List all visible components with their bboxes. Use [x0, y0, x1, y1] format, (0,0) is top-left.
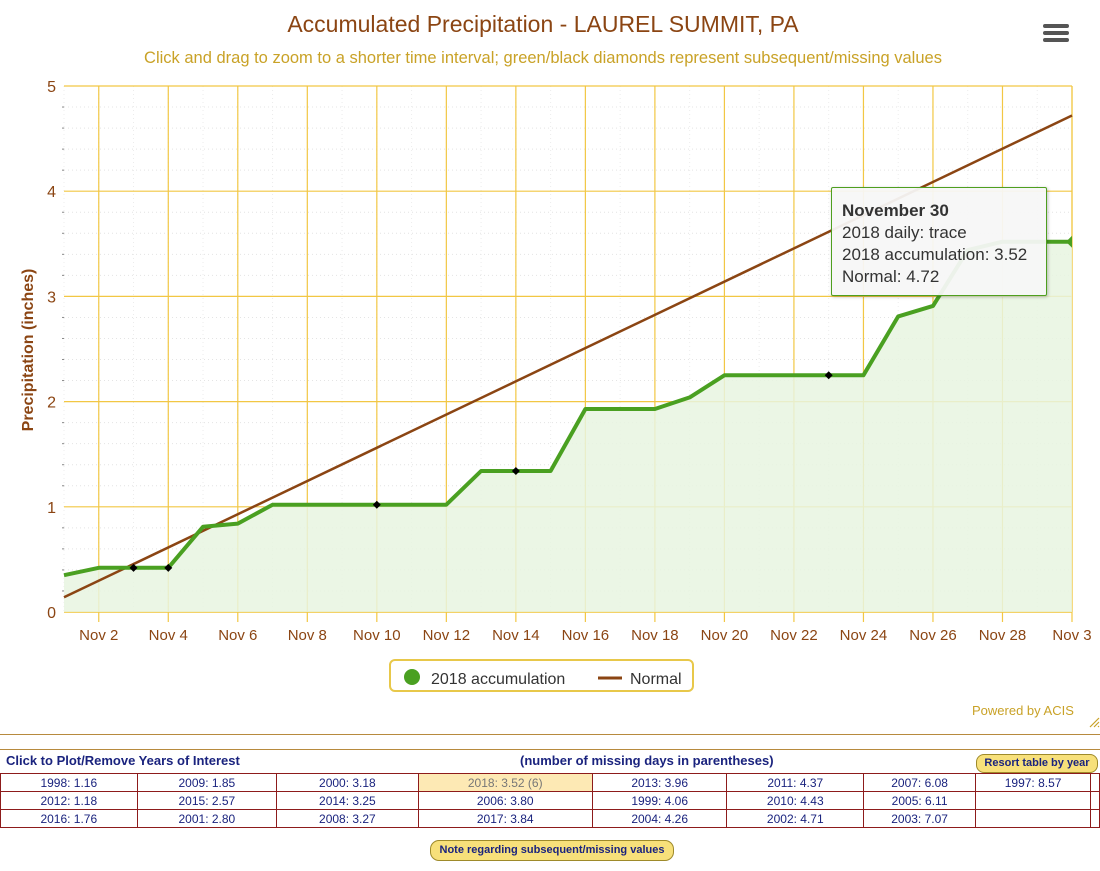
tooltip-accumulation: 2018 accumulation: 3.52 [842, 245, 1028, 264]
x-tick-label: Nov 4 [149, 627, 188, 644]
x-axis-ticks: Nov 2 Nov 4 Nov 6 Nov 8 Nov 10 Nov 12 Nov 14 No… [79, 627, 1091, 644]
chart-legend[interactable]: 2018 accumulation Normal [389, 659, 694, 692]
y-tick-label: 5 [47, 79, 56, 96]
divider [0, 749, 1100, 750]
missing-days-note: (number of missing days in parentheses) [520, 753, 774, 768]
y-axis-ticks: 0 1 2 3 4 5 [47, 79, 56, 622]
tooltip-normal: Normal: 4.72 [842, 267, 940, 286]
year-cell[interactable]: 2007: 6.08 [863, 773, 977, 792]
resize-handle-icon[interactable] [1088, 716, 1100, 728]
years-table-header: Click to Plot/Remove Years of Interest (… [0, 752, 1100, 772]
missing-value-marker [129, 563, 138, 572]
table-edge-cell [1090, 791, 1100, 810]
missing-value-marker [164, 563, 173, 572]
years-table: 1998: 1.16 2009: 1.85 2000: 3.18 2018: 3.52… [0, 773, 1100, 828]
chart-tooltip: November 30 2018 daily: trace 2018 accum… [831, 187, 1047, 296]
year-cell[interactable]: 1998: 1.16 [0, 773, 138, 792]
x-tick-label: Nov 14 [492, 627, 540, 644]
year-cell[interactable]: 2018: 3.52 (6) [417, 773, 593, 792]
table-row: 2012: 1.18 2015: 2.57 2014: 3.25 2006: 3.80… [0, 791, 1100, 810]
year-cell[interactable]: 2016: 1.76 [0, 809, 138, 828]
y-tick-label: 1 [47, 500, 56, 517]
x-tick-label: Nov 24 [840, 627, 888, 644]
x-tick-label: Nov 12 [423, 627, 471, 644]
resort-table-button[interactable]: Resort table by year [976, 754, 1098, 773]
y-tick-label: 0 [47, 605, 56, 622]
x-tick-label: Nov 22 [770, 627, 818, 644]
x-tick-label: Nov 16 [562, 627, 610, 644]
table-row: 2016: 1.76 2001: 2.80 2008: 3.27 2017: 3.84… [0, 809, 1100, 828]
tooltip-title: November 30 [842, 201, 949, 220]
missing-value-marker [372, 500, 381, 509]
year-cell[interactable]: 2004: 4.26 [591, 809, 728, 828]
divider [0, 734, 1100, 735]
year-cell[interactable]: 2014: 3.25 [276, 791, 419, 810]
x-tick-label: Nov 26 [909, 627, 957, 644]
year-cell[interactable]: 1999: 4.06 [591, 791, 728, 810]
missing-value-marker [511, 467, 520, 476]
chart-title: Accumulated Precipitation - LAUREL SUMMI… [287, 11, 799, 37]
year-cell[interactable]: 2006: 3.80 [417, 791, 593, 810]
x-tick-label: Nov 6 [218, 627, 257, 644]
tooltip-daily: 2018 daily: trace [842, 223, 967, 242]
year-cell[interactable]: 2017: 3.84 [417, 809, 593, 828]
year-cell[interactable]: 2012: 1.18 [0, 791, 138, 810]
y-tick-label: 2 [47, 395, 56, 412]
year-cell [975, 791, 1092, 810]
x-tick-label: Nov 10 [353, 627, 401, 644]
legend-box [389, 659, 694, 692]
x-tick-label: Nov 2 [79, 627, 118, 644]
accumulation-area [64, 241, 1072, 612]
table-edge-cell [1090, 773, 1100, 792]
x-tick-label: Nov 8 [288, 627, 327, 644]
year-cell[interactable]: 2000: 3.18 [276, 773, 419, 792]
year-cell[interactable]: 2010: 4.43 [726, 791, 865, 810]
legend-normal-label[interactable]: Normal [630, 671, 682, 688]
hamburger-menu-icon[interactable] [1038, 16, 1074, 48]
missing-value-marker [824, 371, 833, 380]
table-row: 1998: 1.16 2009: 1.85 2000: 3.18 2018: 3.52… [0, 773, 1100, 792]
x-tick-label: Nov 18 [631, 627, 679, 644]
year-cell[interactable]: 2013: 3.96 [591, 773, 728, 792]
year-cell[interactable]: 2005: 6.11 [863, 791, 977, 810]
year-cell[interactable]: 2015: 2.57 [136, 791, 278, 810]
missing-value-markers [129, 235, 1072, 572]
legend-accumulation-symbol[interactable] [404, 669, 420, 685]
powered-by-acis-link[interactable]: Powered by ACIS [972, 703, 1074, 718]
y-tick-label: 4 [47, 184, 56, 201]
legend-accumulation-label[interactable]: 2018 accumulation [431, 671, 565, 688]
year-cell[interactable]: 2011: 4.37 [726, 773, 865, 792]
year-cell[interactable]: 2009: 1.85 [136, 773, 278, 792]
table-edge-cell [1090, 809, 1100, 828]
year-cell[interactable]: 2001: 2.80 [136, 809, 278, 828]
hover-point-marker [1066, 235, 1072, 248]
accumulation-series-line[interactable] [63, 239, 1072, 578]
x-tick-label: Nov 20 [701, 627, 749, 644]
x-tick-label: Nov 28 [979, 627, 1027, 644]
x-tick-label: Nov 3 [1052, 627, 1091, 644]
year-cell[interactable]: 2003: 7.07 [863, 809, 977, 828]
y-tick-label: 3 [47, 289, 56, 306]
year-cell [975, 809, 1092, 828]
plot-years-label[interactable]: Click to Plot/Remove Years of Interest [6, 753, 240, 768]
y-axis-label: Precipitation (inches) [20, 269, 37, 432]
year-cell[interactable]: 2008: 3.27 [276, 809, 419, 828]
year-cell[interactable]: 1997: 8.57 [975, 773, 1092, 792]
chart-subtitle: Click and drag to zoom to a shorter time… [144, 49, 942, 67]
precipitation-chart[interactable]: Nov 2 Nov 4 Nov 6 Nov 8 Nov 10 Nov 12 Nov 14 No… [0, 0, 1100, 735]
year-cell[interactable]: 2002: 4.71 [726, 809, 865, 828]
note-missing-values-button[interactable]: Note regarding subsequent/missing values [430, 840, 674, 861]
